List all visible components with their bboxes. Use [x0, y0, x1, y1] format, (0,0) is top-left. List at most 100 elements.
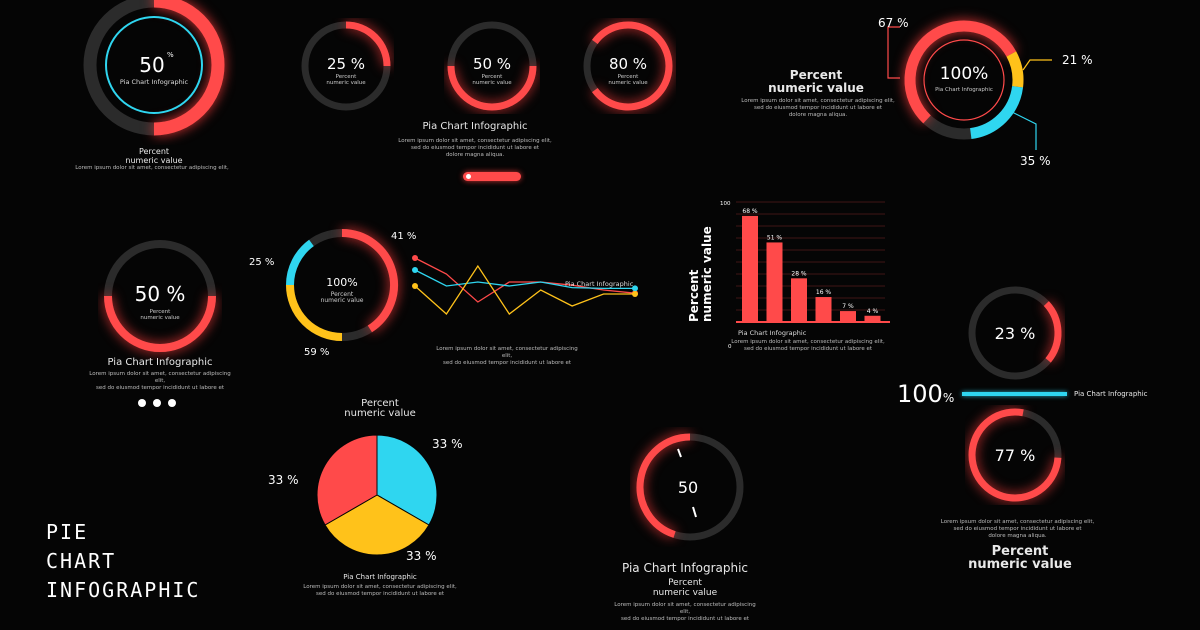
- bar-ylabel1: Percent: [687, 269, 701, 322]
- bar-label-4: 7 %: [842, 303, 854, 310]
- bar-grid: [736, 201, 885, 323]
- donut-tri-red-arc: [341, 229, 398, 333]
- side-title1: Percent: [789, 68, 843, 82]
- pie-lorem: Lorem ipsum dolor sit amet, consectetur …: [300, 584, 460, 598]
- donut-gauge-lorem: Lorem ipsum dolor sit amet, consectetur …: [610, 602, 760, 623]
- donut-big-50-subtitle: Pia Chart Infographic: [120, 78, 189, 86]
- gauge-tick-top: [677, 448, 682, 458]
- donut-23-value: 23 %: [995, 324, 1036, 343]
- leader-21: [1022, 59, 1052, 71]
- bar-marks: 68 % 51 % 28 % 16 % 7 % 4 %: [742, 208, 881, 322]
- bar-label-0: 68 %: [742, 208, 758, 215]
- pie-title: Percent numeric value: [330, 399, 430, 419]
- donut-multi-lorem: Lorem ipsum dolor sit amet, consectetur …: [738, 98, 898, 119]
- donut-big-50-sup: %: [167, 51, 174, 59]
- donut-gauge-subtitle: Pia Chart Infographic: [621, 561, 749, 575]
- label-67: 67 %: [878, 16, 909, 30]
- lorem-line1: Lorem ipsum dolor sit amet, consectetur …: [741, 98, 895, 104]
- donut-small-80-arc: [592, 21, 673, 111]
- donut-tri-value: 100%: [326, 276, 357, 289]
- line-series-2: [414, 264, 635, 315]
- lorem-line1: Lorem ipsum dolor sit amet, consectetur …: [303, 584, 457, 590]
- lorem-line2: sed do eiusmod tempor incididunt ut labo…: [316, 591, 444, 597]
- donut-tri-and-lines: 100% Percent numeric value 41 % 59 % 25 …: [249, 229, 638, 358]
- title-line1: PIE: [46, 520, 89, 544]
- page-title: PIE CHART INFOGRAPHIC: [46, 518, 200, 605]
- line-series-1-start-dot: [412, 267, 418, 273]
- donut-mid-sub1: Percent: [150, 309, 172, 315]
- donut-small-25-arc: [345, 21, 391, 67]
- donut-77-value: 77 %: [995, 446, 1036, 465]
- toggle-knob: [466, 174, 471, 179]
- lorem-line2: sed do eiusmod tempor incididunt ut labo…: [754, 105, 882, 111]
- donut-big-50-value: 50: [139, 53, 164, 77]
- label-21: 21 %: [1062, 53, 1093, 67]
- dot: [138, 399, 146, 407]
- donut-small-80-value: 80 %: [609, 55, 647, 73]
- label-25: 25 %: [249, 257, 274, 268]
- bar-5: [864, 315, 881, 322]
- dot: [153, 399, 161, 407]
- lorem-line2: sed do eiusmod tempor incididunt ut labo…: [411, 145, 539, 151]
- leader-67: [887, 26, 900, 79]
- gauge-tick-bottom: [692, 506, 697, 518]
- line-plot: [412, 255, 638, 315]
- donut-mid-subtitle: Pia Chart Infographic: [107, 357, 213, 368]
- donut-small-50-arc: [447, 65, 537, 111]
- donut-small-50: 50 % Percent numeric value: [447, 21, 537, 111]
- progress-100-fill: [962, 392, 1067, 396]
- top-center-lorem: Lorem ipsum dolor sit amet, consectetur …: [390, 138, 560, 159]
- lorem-line2: sed do eiusmod tempor incididunt ut labo…: [443, 360, 571, 366]
- donut-23: 23 %: [968, 286, 1062, 380]
- donut-77-arc: [968, 408, 1062, 502]
- donut-multi-side-title: Percent numeric value: [756, 69, 876, 95]
- donut-small-80: 80 % Percent numeric value: [583, 21, 673, 111]
- donut-multi-yellow-arc: [1006, 51, 1024, 88]
- bar-0: [742, 215, 758, 322]
- bar-label-3: 16 %: [816, 289, 832, 296]
- pie-label-yellow: 33 %: [406, 549, 437, 563]
- line-series-1: [414, 269, 635, 290]
- right-lorem: Lorem ipsum dolor sit amet, consectetur …: [935, 519, 1100, 540]
- lorem-line3: dolore magna aliqua.: [988, 533, 1047, 539]
- bar-ylabel2: numeric value: [700, 226, 714, 322]
- title-line3: INFOGRAPHIC: [46, 578, 201, 602]
- lorem-line1: Lorem ipsum dolor sit amet, consectetur …: [89, 371, 231, 384]
- lorem-line1: Lorem ipsum dolor sit amet, consectetur …: [731, 339, 885, 345]
- donut-mid-50: 50 % Percent numeric value: [104, 240, 216, 352]
- caption-line2: numeric value: [125, 156, 183, 165]
- lorem-line2: sed do eiusmod tempor incididunt ut labo…: [744, 346, 872, 352]
- leader-35: [1011, 111, 1037, 150]
- donut-small-25-sub1: Percent: [336, 74, 358, 80]
- donut-small-25-value: 25 %: [327, 55, 365, 73]
- top-center-title: Pia Chart Infographic: [422, 121, 528, 132]
- bar-3: [815, 297, 832, 322]
- progress-100-unit: %: [942, 391, 955, 405]
- pie-label-cyan: 33 %: [432, 437, 463, 451]
- donut-big-50-lorem: Lorem ipsum dolor sit amet, consectetur …: [75, 165, 229, 171]
- progress-side-label: Pia Chart Infographic: [1074, 390, 1148, 398]
- lorem-line3: dolore magna aliqua.: [788, 112, 848, 118]
- line-plot-lorem: Lorem ipsum dolor sit amet, consectetur …: [432, 346, 582, 367]
- bar-label-1: 51 %: [767, 234, 783, 241]
- label-35: 35 %: [1020, 154, 1051, 168]
- donut-big-50: 50 % Pia Chart Infographic: [83, 0, 225, 136]
- donut-23-arc: [1043, 301, 1062, 363]
- side-title2: numeric value: [768, 81, 864, 95]
- lorem-line1: Lorem ipsum dolor sit amet, consectetur …: [398, 138, 552, 144]
- toggle-pill: [463, 172, 521, 181]
- donut-big-50-arc: [153, 0, 225, 136]
- pie-thirds: 33 % 33 % 33 %: [268, 434, 463, 563]
- line-plot-label: Pia Chart Infographic: [565, 280, 634, 288]
- line-series-0-start-dot: [412, 255, 418, 261]
- line-series-0: [414, 257, 636, 303]
- donut-small-80-sub2: numeric value: [608, 80, 648, 86]
- bar-ylabel: Percent numeric value: [687, 226, 714, 322]
- bar-label-2: 28 %: [791, 270, 807, 277]
- donut-gauge-caption: Percent numeric value: [620, 578, 750, 598]
- pie-subtitle: Pia Chart Infographic: [343, 573, 417, 581]
- lorem-line1: Lorem ipsum dolor sit amet, consectetur …: [436, 346, 578, 359]
- donut-small-50-sub2: numeric value: [472, 80, 512, 86]
- progress-100-label: 100%: [897, 380, 954, 408]
- lorem-line3: dolore magna aliqua.: [445, 152, 505, 158]
